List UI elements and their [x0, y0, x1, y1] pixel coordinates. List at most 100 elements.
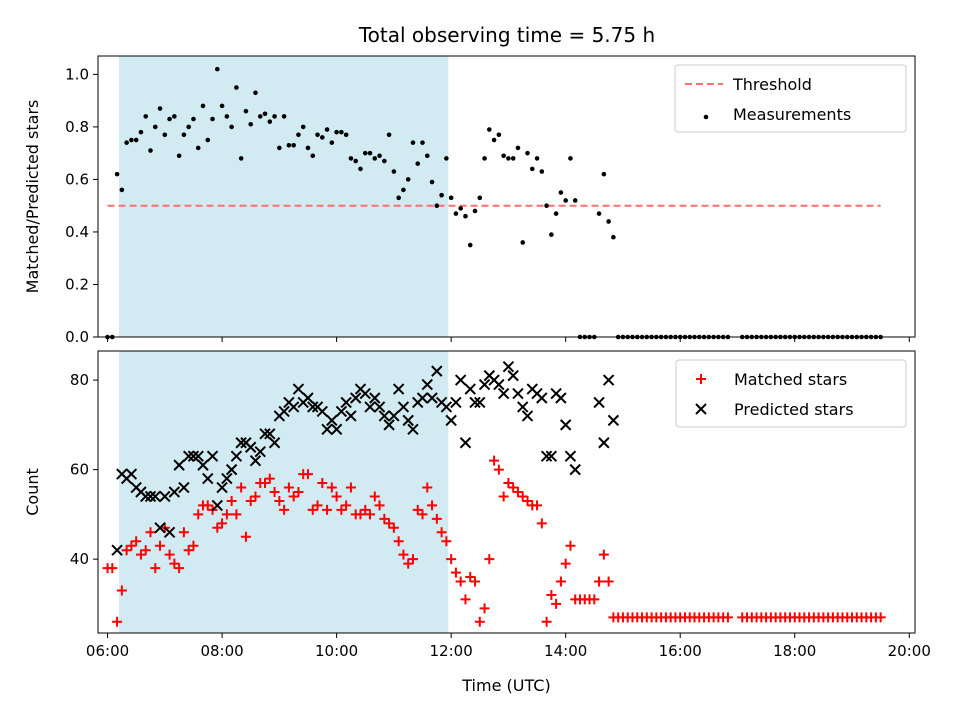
predicted-stars-point: [521, 410, 534, 422]
measurements-point: [458, 206, 463, 211]
measurements-point: [272, 114, 277, 119]
matched-stars-point: [470, 576, 481, 587]
measurements-point: [253, 90, 258, 96]
measurements-point: [224, 114, 230, 119]
matched-stars-point: [431, 513, 442, 524]
predicted-stars-point: [254, 446, 266, 458]
matched-stars-point: [374, 500, 385, 511]
measurements-point: [129, 137, 134, 143]
measurements-point: [491, 137, 497, 143]
matched-stars-point: [517, 491, 528, 502]
matched-stars-point: [107, 563, 118, 574]
matched-stars-point: [460, 594, 471, 605]
measurements-point: [506, 156, 511, 161]
measurements-point: [568, 156, 573, 161]
measurements-point: [143, 114, 149, 119]
matched-stars-point: [388, 522, 399, 533]
legend-matched-swatch: [696, 374, 706, 384]
predicted-stars-point: [493, 378, 505, 391]
measurements-point: [539, 169, 545, 174]
matched-stars-point: [322, 504, 333, 515]
measurements-point: [219, 103, 225, 109]
measurements-point: [176, 153, 182, 159]
predicted-stars-point: [569, 463, 581, 476]
predicted-stars-point: [278, 405, 290, 418]
x-tick-label: 20:00: [888, 642, 931, 660]
y-tick-label: 0.0: [65, 328, 89, 346]
measurements-point: [215, 66, 220, 72]
predicted-stars-point: [454, 374, 467, 386]
matched-stars-point: [484, 554, 495, 565]
matched-stars-point: [345, 482, 356, 493]
measurements-point: [558, 190, 564, 195]
ratio-panel: 0.0 0.2 0.4 0.6 0.8 1.0 Matched/Predicted star…: [23, 55, 916, 346]
y-tick-label: 0.4: [65, 223, 89, 241]
matched-stars-point: [875, 612, 886, 623]
predicted-stars-point: [478, 378, 491, 391]
matched-stars-point: [236, 482, 247, 493]
measurements-point: [305, 145, 311, 151]
measurements-point: [477, 195, 483, 201]
predicted-stars-point: [536, 392, 548, 404]
legend: Matched stars Predicted stars: [675, 359, 907, 428]
axes-frame: [97, 55, 916, 338]
measurements-point: [229, 124, 234, 130]
predicted-stars-point: [202, 472, 214, 485]
matched-stars-point: [150, 563, 161, 574]
measurements-point: [429, 179, 435, 185]
measurements-point: [396, 195, 401, 201]
predicted-stars-point: [445, 414, 457, 427]
matched-stars-point: [140, 545, 151, 556]
matched-stars-point: [131, 536, 142, 547]
matched-stars-point: [145, 527, 156, 538]
matched-stars-point: [565, 540, 576, 551]
matched-stars-point: [532, 500, 543, 511]
y-tick-label: 0.6: [65, 170, 89, 188]
matched-stars-point: [722, 612, 733, 623]
measurements-point: [167, 116, 172, 122]
measurements-point: [291, 142, 296, 148]
measurements-point: [563, 198, 568, 203]
measurements-point: [281, 114, 287, 119]
measurements-point: [315, 132, 320, 138]
legend-label: Matched stars: [734, 370, 847, 389]
measurements-point: [277, 145, 282, 151]
predicted-stars-point: [421, 378, 433, 391]
predicted-stars-point: [545, 450, 558, 462]
predicted-stars-point: [559, 419, 572, 431]
matched-stars-point: [245, 495, 256, 506]
matched-stars-point: [169, 558, 180, 569]
predicted-stars-point: [474, 396, 486, 409]
matched-stars-point: [465, 572, 476, 583]
matched-stars-point: [112, 616, 123, 627]
predicted-stars-point: [292, 383, 305, 395]
matched-stars-point: [417, 509, 428, 520]
measurements-point: [501, 153, 506, 159]
measurements-point: [372, 156, 378, 161]
matched-stars-point: [260, 478, 271, 489]
predicted-stars-point: [378, 410, 391, 422]
y-axis-label: Matched/Predicted stars: [23, 100, 42, 294]
matched-stars-point: [589, 594, 600, 605]
measurements-point: [482, 156, 487, 161]
measurements-point: [553, 211, 559, 216]
measurements-point: [310, 153, 316, 159]
predicted-stars-point: [602, 374, 615, 386]
predicted-stars-point: [340, 396, 352, 409]
matched-stars-point: [551, 598, 562, 609]
x-tick-label: 08:00: [200, 642, 243, 660]
matched-stars-point: [379, 513, 390, 524]
y-tick-label: 40: [70, 550, 89, 568]
observing-window-band: [118, 56, 449, 337]
predicted-stars-point: [192, 450, 204, 462]
measurements-point: [596, 211, 602, 216]
predicted-stars-point: [187, 450, 200, 462]
matched-stars-point: [489, 455, 500, 466]
matched-stars-point: [498, 491, 509, 502]
matched-stars-point: [598, 549, 609, 560]
predicted-stars-point: [397, 401, 410, 413]
measurements-point: [262, 111, 268, 117]
x-tick-label: 16:00: [659, 642, 702, 660]
matched-stars-point: [508, 482, 519, 493]
predicted-stars-point: [321, 423, 333, 436]
